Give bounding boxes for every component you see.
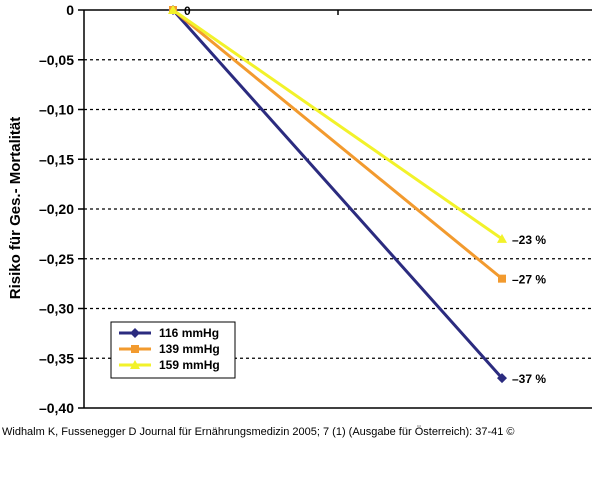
- grid-lines: [84, 59, 592, 359]
- data-point-marker: [497, 373, 507, 384]
- y-tick-label: –0,30: [39, 301, 74, 317]
- end-value-label: –23 %: [512, 233, 546, 247]
- y-tick-label: –0,10: [39, 102, 74, 118]
- data-point-marker: [168, 5, 178, 14]
- chart: 0 –0,05 –0,10 –0,15 –0,20 –0,25 –0,30 –0,35 –0,4…: [7, 2, 592, 416]
- data-labels: 0 –37 % –27 % –23 %: [184, 4, 546, 386]
- data-point-marker: [497, 233, 507, 243]
- y-tick-label: –0,40: [39, 400, 74, 416]
- series-line: [172, 8, 503, 280]
- end-value-label: –27 %: [512, 273, 546, 287]
- y-tick-labels: 0 –0,05 –0,10 –0,15 –0,20 –0,25 –0,30 –0,35 –0,4…: [39, 2, 74, 416]
- axes: [78, 9, 592, 409]
- source-citation: Widhalm K, Fussenegger D Journal für Ern…: [2, 426, 515, 438]
- series-line: [171, 9, 504, 380]
- data-point-marker: [131, 345, 139, 353]
- legend-label: 139 mmHg: [159, 342, 220, 356]
- y-axis-title: Risiko für Ges.- Mortalität: [7, 117, 24, 300]
- y-tick-label: –0,05: [39, 52, 74, 68]
- legend-label: 116 mmHg: [159, 326, 219, 340]
- y-tick-label: –0,20: [39, 201, 74, 217]
- data-point-marker: [130, 360, 140, 369]
- end-value-label: –37 %: [512, 372, 546, 386]
- y-tick-label: –0,25: [39, 251, 74, 267]
- y-tick-label: –0,35: [39, 350, 74, 366]
- y-tick-label: –0,15: [39, 151, 74, 167]
- y-tick-label: 0: [66, 2, 74, 18]
- data-point-marker: [130, 328, 140, 338]
- series-lines: [168, 5, 507, 384]
- start-value-label: 0: [184, 4, 191, 18]
- legend: 116 mmHg 139 mmHg 159 mmHg: [110, 321, 236, 379]
- legend-label: 159 mmHg: [159, 358, 220, 372]
- data-point-marker: [498, 274, 506, 283]
- series-line: [172, 8, 503, 241]
